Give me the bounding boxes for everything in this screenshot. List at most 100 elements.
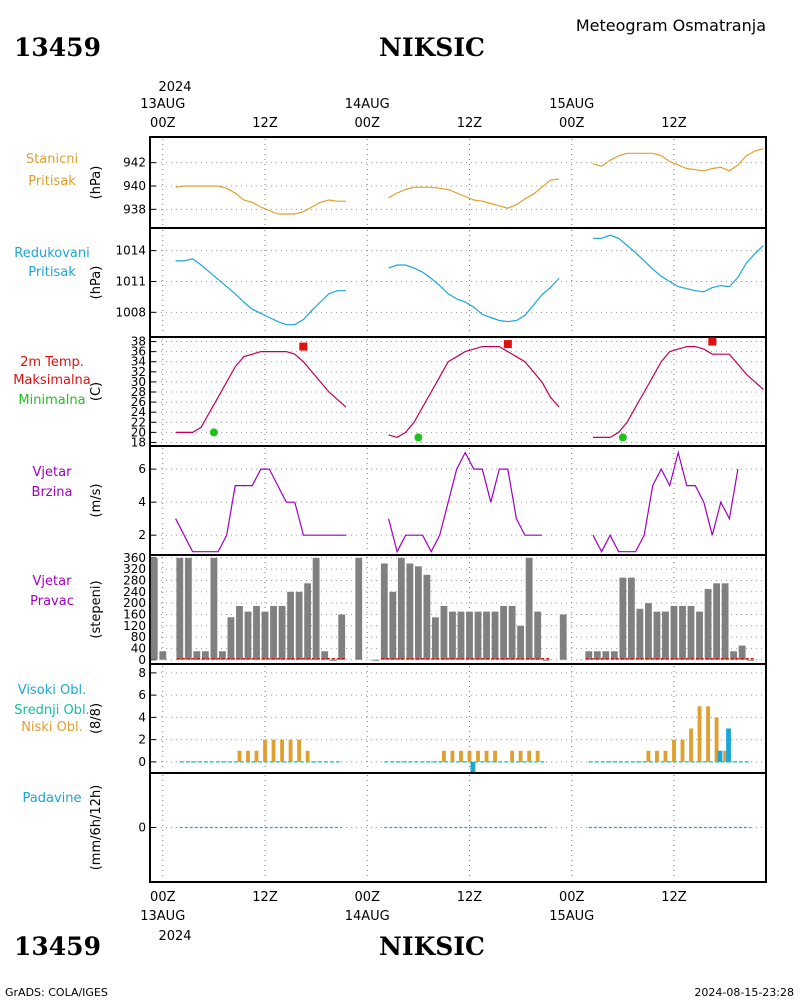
direction-bar <box>474 611 482 660</box>
unit-label-wind_direction: (stepeni) <box>89 580 104 638</box>
low-cloud-bar <box>714 717 719 762</box>
pressure-line <box>592 148 764 172</box>
panel-label-reduced_pressure: Redukovani <box>14 246 89 261</box>
low-cloud-bar <box>484 750 489 762</box>
y-tick-label: 940 <box>123 179 146 193</box>
low-cloud-bar <box>493 750 497 762</box>
year-label-top: 2024 <box>158 80 191 95</box>
panel-label-clouds: Srednji Obl. <box>14 703 89 718</box>
direction-bar <box>517 625 525 660</box>
direction-bar <box>713 583 720 660</box>
panel-label-clouds: Niski Obl. <box>21 720 83 735</box>
x-hour-label-bottom: 00Z <box>355 890 381 905</box>
low-cloud-bar <box>723 750 728 762</box>
panel-label-temperature: Maksimalna <box>13 373 91 388</box>
y-tick-label: 2 <box>138 733 146 747</box>
direction-bar <box>176 557 184 660</box>
direction-bar <box>483 611 490 660</box>
low-cloud-bar <box>518 750 523 762</box>
y-tick-label: 28 <box>131 385 146 399</box>
low-cloud-bar <box>689 728 693 762</box>
direction-bar <box>236 605 243 660</box>
panel-label-wind_direction: Pravac <box>30 594 74 609</box>
reduced-pressure-line <box>175 258 346 326</box>
direction-bar <box>466 611 473 660</box>
direction-bar <box>619 577 627 660</box>
low-cloud-bar <box>288 739 293 762</box>
direction-bar <box>159 651 167 660</box>
direction-bar <box>534 611 542 660</box>
x-hour-label-bottom: 00Z <box>150 890 176 905</box>
y-tick-label: 6 <box>138 688 146 702</box>
y-tick-label: 2 <box>138 528 146 542</box>
tmin-marker <box>209 428 218 437</box>
x-date-label-bottom: 13AUG <box>140 909 185 924</box>
direction-bar <box>201 651 209 660</box>
tmax-marker <box>503 340 512 349</box>
temperature-line <box>175 351 347 433</box>
y-tick-label: 6 <box>138 462 146 476</box>
y-tick-label: 36 <box>131 345 146 359</box>
direction-bar <box>227 617 235 660</box>
y-tick-label: 4 <box>138 495 146 509</box>
y-tick-label: 4 <box>138 710 146 724</box>
x-hour-label-bottom: 12Z <box>252 890 278 905</box>
y-tick-label: 30 <box>131 375 146 389</box>
high-cloud-bar <box>726 728 731 762</box>
y-tick-label: 24 <box>131 405 146 419</box>
direction-bar <box>150 557 158 660</box>
low-cloud-bar <box>663 750 668 762</box>
x-date-label-bottom: 14AUG <box>345 909 390 924</box>
y-tick-label: 0 <box>138 653 146 667</box>
low-cloud-bar <box>280 739 284 762</box>
direction-bar <box>738 645 746 660</box>
direction-bar <box>219 651 226 660</box>
tmin-marker <box>618 433 627 442</box>
direction-bar <box>449 611 456 660</box>
y-tick-label: 22 <box>131 415 146 429</box>
panel-label-wind_speed: Brzina <box>32 485 73 500</box>
direction-bar <box>645 603 652 660</box>
direction-bar <box>747 659 755 661</box>
x-axis-ticks: 13AUG 13AUG 00Z 00Z 12Z 12Z 14AUG 14AUG 00Z 00Z 12… <box>140 97 687 924</box>
low-cloud-bar <box>297 739 302 762</box>
x-date-label-top: 14AUG <box>345 97 390 112</box>
y-tick-label: 280 <box>123 573 146 587</box>
direction-bar <box>440 605 448 660</box>
x-hour-label-bottom: 00Z <box>559 890 585 905</box>
x-date-label-bottom: 15AUG <box>549 909 594 924</box>
reduced-pressure-line <box>593 234 764 293</box>
low-cloud-bar <box>442 750 446 762</box>
wind-speed-line <box>388 451 542 554</box>
direction-bar <box>662 611 669 660</box>
x-date-label-top: 15AUG <box>549 97 594 112</box>
low-cloud-bar <box>305 750 310 762</box>
reduced-pressure-line <box>388 264 560 323</box>
low-cloud-bar <box>467 750 472 762</box>
direction-bar <box>210 557 218 660</box>
y-tick-label: 8 <box>138 666 146 680</box>
panel-label-clouds: Visoki Obl. <box>18 683 86 698</box>
panel-label-wind_speed: Vjetar <box>33 465 73 480</box>
station-name-bottom: NIKSIC <box>379 932 485 961</box>
y-tick-label: 26 <box>131 395 146 409</box>
direction-bar <box>397 557 405 660</box>
direction-bar <box>406 563 414 660</box>
y-tick-label: 938 <box>123 202 146 216</box>
panel-label-temperature: 2m Temp. <box>20 355 84 370</box>
direction-bar <box>500 605 507 660</box>
direction-bar <box>329 659 337 661</box>
y-tick-label: 0 <box>138 755 146 769</box>
direction-bar <box>542 659 550 661</box>
direction-bar <box>193 651 201 660</box>
tmax-marker <box>708 337 717 346</box>
y-tick-label: 942 <box>123 156 146 170</box>
y-tick-label: 1011 <box>115 274 146 288</box>
direction-bar <box>602 651 610 660</box>
low-cloud-bar <box>510 750 515 762</box>
x-hour-label-bottom: 12Z <box>457 890 483 905</box>
x-date-label-top: 13AUG <box>140 97 185 112</box>
direction-bar <box>270 605 277 660</box>
high-cloud-bar <box>470 761 476 773</box>
direction-bar <box>610 651 618 660</box>
